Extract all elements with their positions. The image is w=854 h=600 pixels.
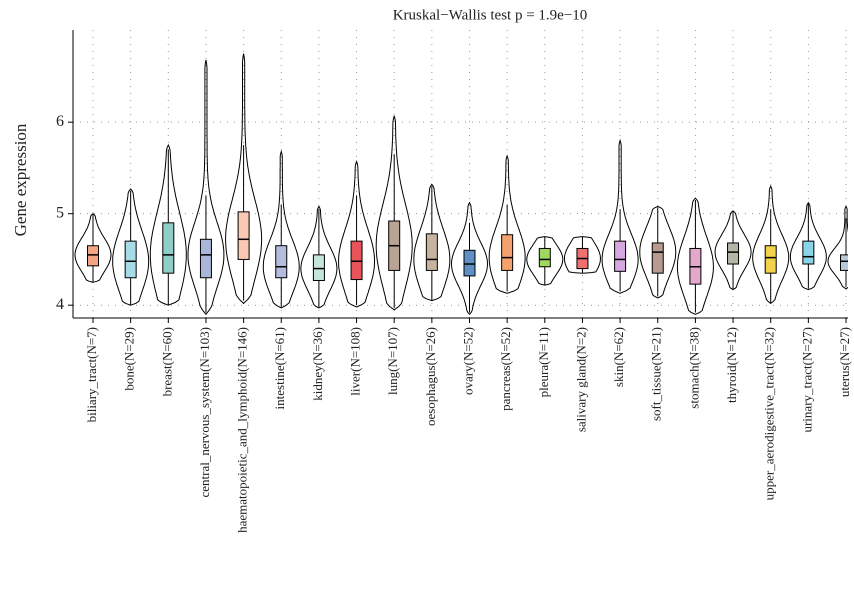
box — [425, 233, 438, 271]
x-tick-label: pancreas(N=52) — [498, 327, 513, 411]
x-tick-label: salivary gland(N=2) — [573, 327, 588, 432]
x-tick-label: haematopoietic_and_lymphoid(N=146) — [235, 327, 250, 533]
x-tick-label: stomach(N=38) — [686, 327, 701, 409]
y-axis-title: Gene expression — [11, 123, 30, 236]
violin — [714, 210, 752, 291]
violin — [639, 205, 677, 299]
y-tick-label: 6 — [56, 113, 64, 130]
violin — [149, 143, 187, 306]
x-tick-label: liver(N=108) — [348, 327, 363, 396]
violin — [601, 138, 639, 294]
box — [840, 254, 848, 271]
box — [501, 234, 514, 271]
x-tick-label: ovary(N=52) — [460, 327, 475, 395]
violin — [413, 183, 451, 302]
violin — [488, 154, 526, 294]
box — [764, 245, 777, 274]
violin — [789, 201, 827, 291]
x-tick-label: uterus(N=27) — [837, 327, 852, 397]
x-tick-label: pleura(N=11) — [536, 327, 551, 397]
violin — [187, 59, 225, 316]
violin — [338, 159, 375, 308]
box — [162, 222, 175, 274]
x-tick-label: soft_tissue(N=21) — [649, 327, 664, 421]
violin — [752, 184, 790, 305]
box — [350, 240, 363, 281]
box — [124, 240, 137, 279]
box — [199, 238, 212, 279]
violin — [450, 201, 489, 316]
box — [651, 242, 664, 274]
box — [87, 245, 99, 267]
x-tick-label: upper_aerodigestive_tract(N=32) — [762, 327, 777, 500]
x-tick-label: central_nervous_system(N=103) — [197, 327, 212, 498]
box — [614, 240, 627, 272]
violin — [262, 149, 300, 309]
box — [275, 245, 288, 279]
box — [538, 247, 551, 268]
box — [727, 242, 740, 265]
x-tick-label: biliary_tract(N=7) — [84, 327, 99, 422]
box — [237, 211, 250, 260]
x-tick-label: lung(N=107) — [385, 327, 400, 395]
x-tick-label: bone(N=29) — [122, 327, 137, 391]
violin — [375, 115, 413, 311]
plot-area — [73, 30, 848, 318]
y-tick-label: 4 — [56, 296, 64, 313]
violin — [225, 53, 263, 305]
box — [463, 249, 476, 277]
box — [312, 254, 325, 281]
violin — [300, 205, 338, 309]
violin — [112, 188, 150, 306]
chart-title: Kruskal−Wallis test p = 1.9e−10 — [393, 7, 588, 23]
x-tick-label: breast(N=60) — [159, 327, 174, 396]
y-tick-label: 5 — [56, 204, 64, 221]
box — [802, 240, 815, 265]
x-tick-label: kidney(N=36) — [310, 327, 325, 401]
x-tick-label: thyroid(N=12) — [724, 327, 739, 403]
x-tick-label: intestine(N=61) — [272, 327, 287, 409]
violin — [676, 197, 714, 315]
x-tick-label: skin(N=62) — [611, 327, 626, 387]
x-tick-label: urinary_tract(N=27) — [799, 327, 814, 433]
x-tick-label: oesophagus(N=26) — [423, 327, 438, 426]
violin — [827, 205, 848, 290]
